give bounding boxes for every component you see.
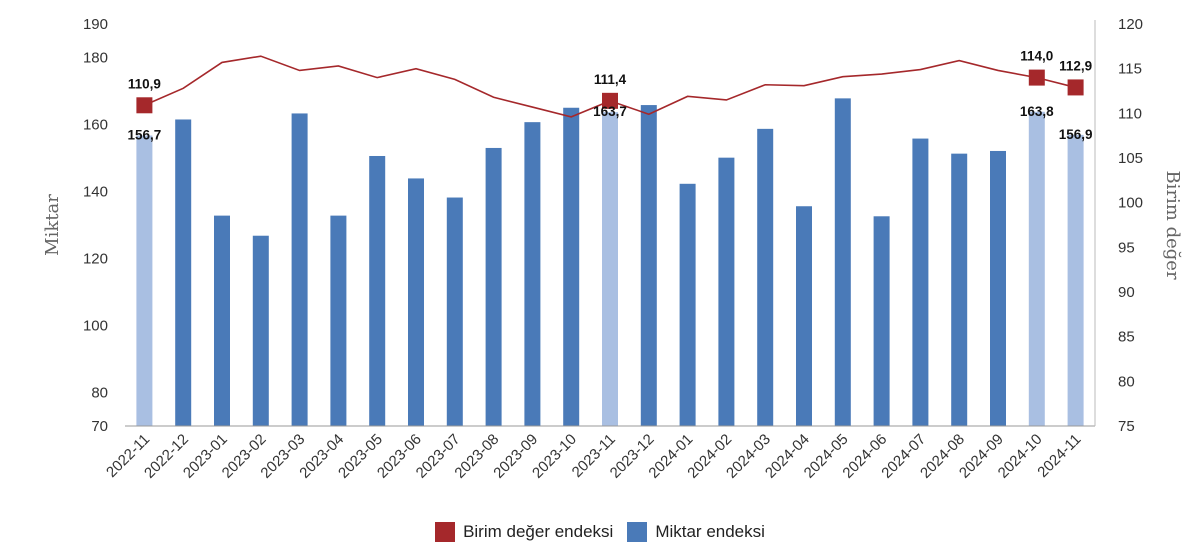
y2-tick-label: 80 (1118, 373, 1135, 390)
y-tick-label: 120 (83, 251, 108, 268)
y-tick-label: 100 (83, 318, 108, 335)
bar-2024-07 (912, 138, 929, 426)
line-data-label: 114,0 (1020, 49, 1053, 64)
bar-2023-08 (485, 147, 502, 426)
legend-item-line[interactable]: Birim değer endeksi (435, 522, 613, 542)
bar-2024-03 (757, 128, 774, 427)
bar-2022-12 (175, 119, 192, 426)
y2-tick-label: 120 (1118, 16, 1143, 33)
legend-swatch-line (435, 522, 456, 542)
legend-swatch-bar (627, 522, 648, 542)
bar-2024-11 (1067, 134, 1084, 426)
bar-2023-06 (408, 178, 424, 426)
line-data-label: 112,9 (1059, 58, 1092, 73)
bar-2024-06 (873, 216, 890, 426)
bar-data-label: 156,7 (128, 128, 162, 143)
y2-tick-label: 85 (1118, 329, 1135, 346)
legend-label-line: Birim değer endeksi (463, 522, 614, 541)
line-group (136, 55, 1084, 118)
y2-tick-label: 100 (1118, 195, 1143, 212)
legend: Birim değer endeksi Miktar endeksi (0, 522, 1200, 542)
bar-2023-01 (214, 215, 230, 426)
bar-data-label: 163,8 (1020, 104, 1054, 119)
line-data-label: 110,9 (128, 76, 161, 91)
y2-tick-label: 110 (1118, 105, 1142, 122)
y-tick-label: 140 (83, 184, 108, 201)
bar-2023-05 (369, 155, 386, 427)
y2-tick-label: 115 (1118, 61, 1142, 78)
line-marker-2022-11 (136, 97, 153, 114)
line-marker-2024-10 (1028, 69, 1045, 86)
y-tick-label: 180 (83, 50, 108, 67)
bar-2024-02 (718, 157, 735, 427)
y2-tick-label: 95 (1118, 239, 1135, 256)
y2-tick-label: 90 (1118, 284, 1135, 301)
line-marker-2023-11 (602, 92, 618, 109)
legend-item-bar[interactable]: Miktar endeksi (627, 522, 765, 542)
line-data-label: 111,4 (594, 72, 627, 87)
bar-2023-02 (252, 235, 269, 426)
y2-tick-label: 105 (1118, 150, 1143, 167)
bar-2024-05 (834, 98, 851, 427)
x-tick-label: 2024-11 (1034, 431, 1084, 481)
bar-2023-10 (563, 107, 580, 426)
y-tick-label: 160 (83, 117, 108, 134)
y-tick-label: 80 (91, 385, 108, 402)
y-axis-title: Miktar (42, 194, 63, 256)
bar-2023-03 (291, 113, 308, 426)
legend-label-bar: Miktar endeksi (655, 522, 765, 541)
line-marker-2024-11 (1067, 79, 1084, 96)
bar-2024-01 (679, 183, 696, 426)
bar-2024-08 (951, 153, 968, 426)
bars-group (136, 98, 1084, 427)
bar-2023-07 (446, 197, 463, 426)
bar-2023-11 (602, 112, 618, 426)
bar-2024-04 (796, 206, 812, 426)
y-tick-label: 190 (83, 16, 108, 33)
bar-2023-12 (640, 105, 657, 426)
y-tick-label: 70 (91, 418, 108, 435)
bar-2022-11 (136, 135, 153, 426)
chart-svg: 2022-112022-122023-012023-022023-032023-… (42, 16, 1183, 482)
bar-2024-09 (990, 150, 1006, 426)
bar-2024-10 (1028, 111, 1045, 427)
bar-2023-09 (524, 122, 541, 426)
bar-data-label: 156,9 (1059, 127, 1093, 142)
y2-axis-title: Birim değer (1162, 170, 1183, 279)
y2-tick-label: 75 (1118, 418, 1135, 435)
bar-data-label: 163,7 (593, 104, 627, 119)
labels-group: 110,9 111,4 114,0 112,9 156,7 163,7 163,8 156,9 (128, 49, 1093, 143)
bar-2023-04 (330, 215, 347, 426)
